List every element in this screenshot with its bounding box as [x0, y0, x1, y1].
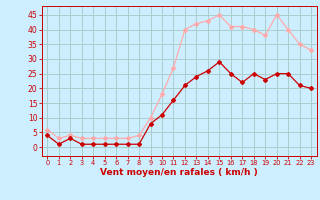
X-axis label: Vent moyen/en rafales ( km/h ): Vent moyen/en rafales ( km/h ) [100, 168, 258, 177]
